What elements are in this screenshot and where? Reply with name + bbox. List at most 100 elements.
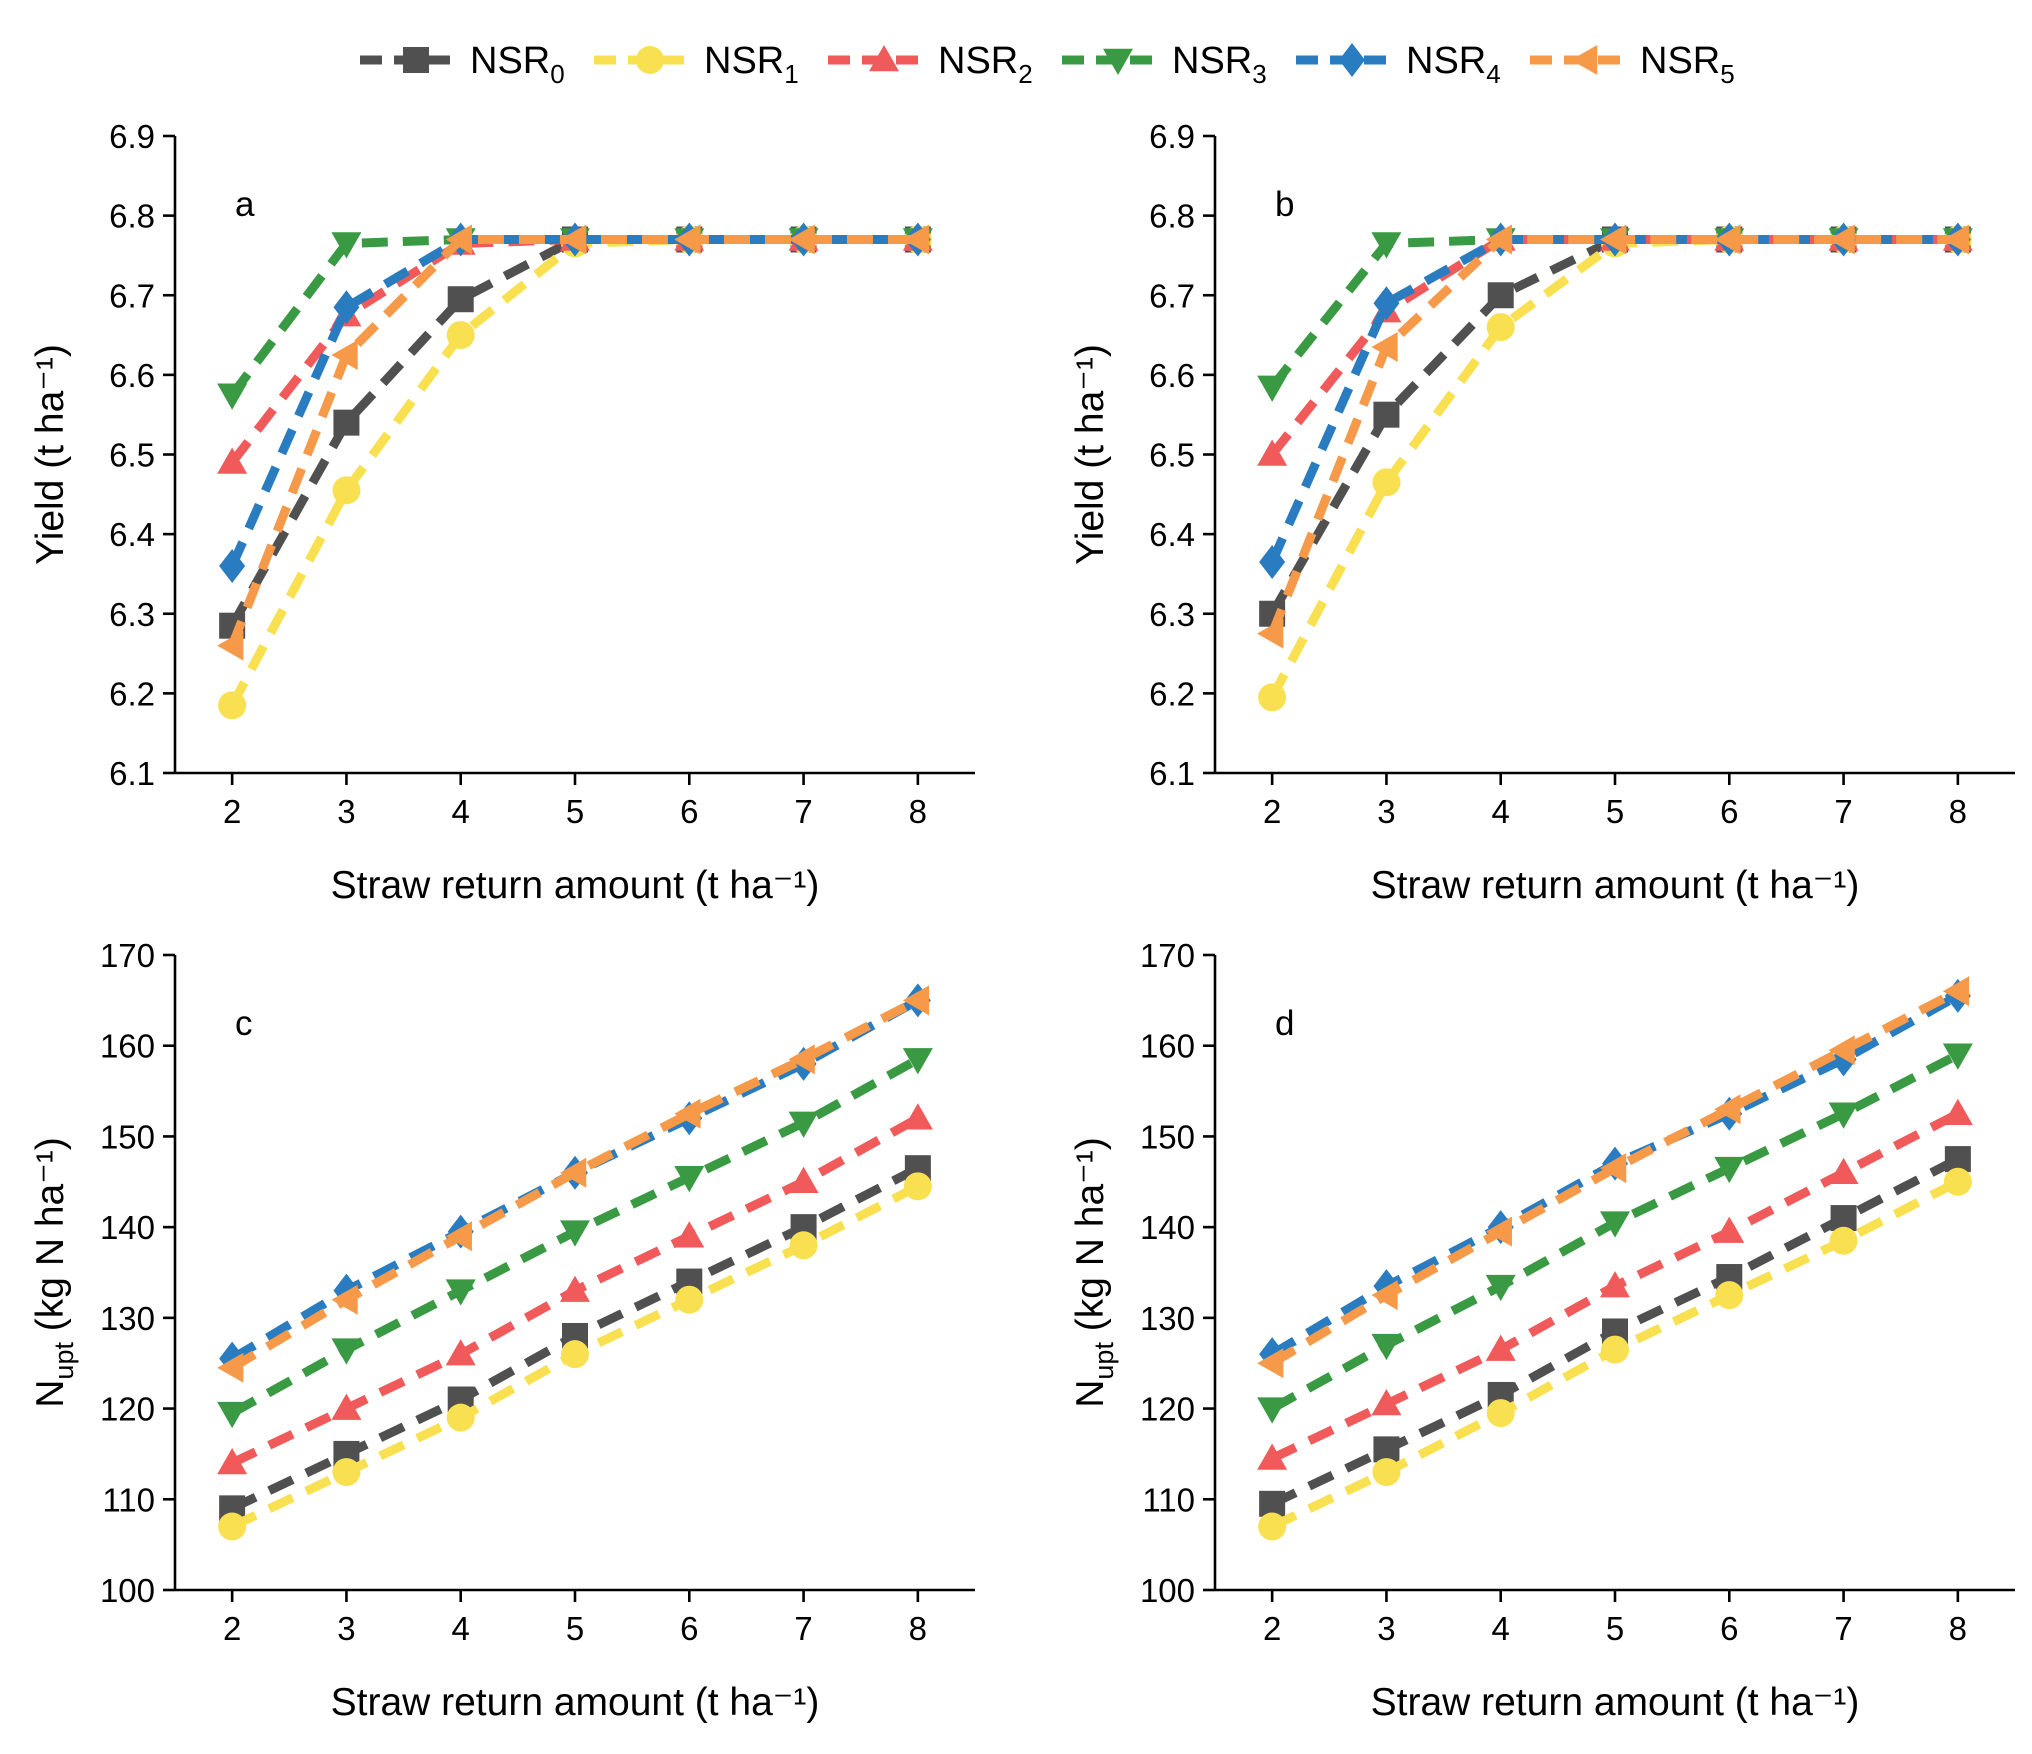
data-point-nsr1: [1372, 468, 1401, 497]
data-point-nsr2: [331, 1393, 362, 1420]
data-point-nsr5: [1257, 1348, 1284, 1379]
y-tick-label: 6.9: [109, 118, 155, 155]
data-point-nsr1: [561, 1340, 589, 1369]
legend-marker-nsr3: [1103, 48, 1133, 75]
y-tick-label: 6.2: [109, 675, 155, 712]
y-tick-label: 6.3: [109, 596, 155, 633]
y-tick-label: 100: [100, 1572, 155, 1609]
data-point-nsr1: [903, 1172, 932, 1201]
data-point-nsr0: [1373, 401, 1400, 428]
y-axis-title: Yield (t ha⁻¹): [29, 344, 72, 565]
series-nsr5: [1257, 976, 1970, 1379]
y-tick-label: 140: [1140, 1209, 1195, 1246]
data-point-nsr0: [1944, 1146, 1971, 1173]
y-axis-title: Yield (t ha⁻¹): [1069, 344, 1112, 565]
x-axis-title: Straw return amount (t ha⁻¹): [1371, 864, 1860, 907]
data-point-nsr1: [446, 1403, 475, 1432]
data-point-nsr4: [333, 290, 360, 325]
x-tick-label: 7: [1834, 793, 1852, 830]
data-point-nsr2: [1485, 1334, 1516, 1361]
data-point-nsr5: [445, 224, 472, 255]
x-tick-label: 3: [337, 793, 355, 830]
legend-entry-nsr5: NSR5: [1530, 40, 1735, 89]
y-tick-label: 6.6: [1149, 357, 1195, 394]
x-tick-label: 3: [1377, 1610, 1395, 1647]
legend-label-nsr3: NSR3: [1172, 40, 1267, 89]
data-point-nsr5: [445, 1221, 472, 1252]
series-line-nsr5: [1267, 235, 1958, 636]
series-line-nsr4: [1268, 235, 1958, 564]
x-tick-label: 8: [1949, 1610, 1967, 1647]
panel-label-c: c: [235, 1004, 253, 1043]
data-point-nsr5: [674, 1098, 701, 1129]
series-nsr0: [219, 226, 931, 639]
x-tick-label: 2: [223, 1610, 241, 1647]
x-tick-label: 6: [1720, 793, 1738, 830]
y-tick-label: 120: [100, 1391, 155, 1428]
series-nsr1: [218, 1172, 932, 1541]
x-tick-label: 7: [794, 1610, 812, 1647]
series-nsr0: [1259, 226, 1971, 627]
x-axis-title: Straw return amount (t ha⁻¹): [331, 864, 820, 907]
data-point-nsr3: [1257, 375, 1288, 402]
panel-label-d: d: [1275, 1004, 1294, 1043]
data-point-nsr4: [1373, 286, 1400, 321]
series-nsr0: [219, 1155, 931, 1522]
x-axis-title: Straw return amount (t ha⁻¹): [1371, 1681, 1860, 1724]
data-point-nsr4: [1259, 544, 1286, 579]
legend-marker-nsr0: [403, 47, 429, 73]
data-point-nsr1: [675, 1285, 704, 1314]
data-point-nsr2: [217, 447, 248, 474]
y-tick-label: 170: [100, 937, 155, 974]
y-tick-label: 110: [102, 1481, 155, 1518]
y-tick-label: 6.5: [1149, 437, 1195, 474]
y-tick-label: 120: [1140, 1391, 1195, 1428]
data-point-nsr2: [1257, 439, 1288, 466]
series-nsr1: [1258, 1167, 1972, 1541]
data-point-nsr1: [1601, 1335, 1629, 1364]
data-point-nsr1: [1372, 1458, 1401, 1487]
data-point-nsr1: [332, 1458, 361, 1487]
data-point-nsr5: [1714, 224, 1741, 255]
y-tick-label: 6.4: [1149, 516, 1195, 553]
data-point-nsr2: [788, 1166, 819, 1194]
x-tick-label: 6: [1720, 1610, 1738, 1647]
data-point-nsr5: [560, 1157, 587, 1188]
data-point-nsr5: [1600, 1153, 1627, 1184]
data-point-nsr1: [1486, 1399, 1515, 1428]
data-point-nsr2: [1257, 1443, 1288, 1470]
panels: 6.1 6.2 6.3 6.4 6.5 6.6 6.7 6.8 6.9 2 3 4 5 6 7 8 Straw …: [29, 118, 2015, 1724]
x-tick-label: 4: [1492, 1610, 1510, 1647]
data-point-nsr5: [1600, 224, 1627, 255]
x-tick-label: 5: [1606, 1610, 1624, 1647]
series-line-nsr1: [1268, 235, 1958, 700]
x-tick-label: 2: [223, 793, 241, 830]
series-nsr5: [217, 985, 930, 1383]
x-tick-label: 5: [1606, 793, 1624, 830]
y-tick-label: 140: [100, 1209, 155, 1246]
legend-marker-nsr2: [869, 45, 899, 72]
x-tick-label: 5: [566, 1610, 584, 1647]
y-tick-label: 160: [1140, 1028, 1195, 1065]
legend-label-nsr0: NSR0: [470, 40, 565, 89]
y-tick-label: 100: [1140, 1572, 1195, 1609]
y-tick-label: 110: [1142, 1481, 1195, 1518]
y-tick-label: 6.2: [1149, 675, 1195, 712]
data-point-nsr3: [560, 1220, 590, 1247]
data-point-nsr3: [1371, 232, 1402, 259]
legend-entry-nsr1: NSR1: [594, 40, 799, 89]
x-tick-label: 2: [1263, 1610, 1281, 1647]
data-point-nsr2: [1600, 1271, 1630, 1298]
data-point-nsr3: [1371, 1333, 1402, 1361]
data-point-nsr0: [447, 286, 474, 313]
legend-entry-nsr2: NSR2: [828, 40, 1033, 89]
panel-c: 100 110 120 130 140 150 160 170 2 3 4 5 6 7 8 Straw ret…: [29, 937, 975, 1724]
data-point-nsr3: [331, 1338, 362, 1365]
data-point-nsr1: [1943, 1167, 1972, 1196]
panel-a: 6.1 6.2 6.3 6.4 6.5 6.6 6.7 6.8 6.9 2 3 4 5 6 7 8 Straw …: [29, 118, 975, 907]
y-tick-label: 6.6: [109, 357, 155, 394]
data-point-nsr2: [1828, 1157, 1859, 1184]
data-point-nsr3: [674, 1166, 705, 1193]
data-point-nsr3: [331, 232, 362, 259]
